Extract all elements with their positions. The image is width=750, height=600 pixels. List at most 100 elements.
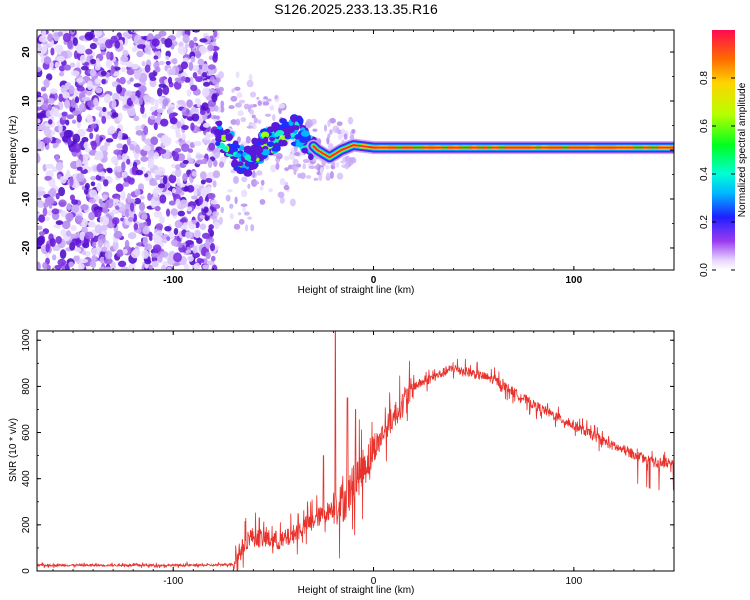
transition-core-blob bbox=[272, 124, 281, 130]
transition-blob bbox=[347, 116, 354, 125]
transition-blob bbox=[312, 157, 317, 162]
transition-core-blob bbox=[225, 133, 233, 142]
transition-blob bbox=[238, 99, 246, 104]
noise-blob bbox=[199, 38, 208, 43]
noise-blob bbox=[185, 249, 192, 254]
y-tick-label: 600 bbox=[21, 424, 32, 441]
noise-blob bbox=[159, 194, 167, 204]
transition-blob bbox=[292, 158, 299, 165]
noise-blob bbox=[199, 109, 206, 115]
transition-blob bbox=[349, 134, 355, 140]
noise-blob bbox=[194, 230, 201, 238]
noise-blob bbox=[172, 151, 180, 162]
noise-blob bbox=[119, 55, 129, 62]
noise-blob bbox=[120, 217, 125, 222]
noise-blob bbox=[103, 257, 113, 265]
noise-blob bbox=[57, 31, 64, 37]
noise-blob bbox=[159, 216, 165, 224]
noise-blob bbox=[187, 255, 194, 262]
noise-blob bbox=[37, 140, 43, 149]
noise-blob bbox=[114, 40, 121, 49]
noise-blob bbox=[86, 116, 94, 124]
noise-blob bbox=[191, 171, 197, 177]
transition-blob bbox=[340, 160, 346, 164]
transition-core-blob bbox=[224, 128, 231, 134]
noise-blob bbox=[118, 112, 123, 122]
noise-blob bbox=[198, 195, 204, 205]
noise-blob bbox=[58, 71, 65, 77]
noise-blob bbox=[104, 266, 112, 270]
noise-blob bbox=[200, 258, 205, 263]
transition-core-blob bbox=[266, 141, 275, 147]
transition-blob bbox=[272, 114, 276, 121]
noise-blob bbox=[142, 113, 148, 119]
noise-blob bbox=[197, 58, 205, 66]
noise-blob bbox=[138, 96, 143, 106]
transition-blob bbox=[251, 179, 258, 187]
noise-blob bbox=[37, 235, 45, 246]
noise-blob bbox=[149, 76, 157, 82]
transition-blob bbox=[266, 98, 272, 102]
noise-blob bbox=[156, 108, 164, 114]
noise-blob bbox=[181, 124, 189, 131]
noise-blob bbox=[83, 141, 89, 149]
transition-core-blob bbox=[300, 130, 310, 137]
noise-blob bbox=[166, 191, 173, 196]
transition-blob bbox=[336, 172, 344, 180]
transition-blob bbox=[236, 92, 243, 99]
noise-blob bbox=[194, 262, 201, 270]
noise-blob bbox=[57, 258, 67, 267]
noise-blob bbox=[144, 173, 149, 178]
noise-blob bbox=[42, 262, 48, 270]
noise-blob bbox=[126, 192, 131, 203]
noise-blob bbox=[79, 104, 84, 112]
noise-blob bbox=[182, 34, 190, 44]
transition-blob bbox=[305, 175, 312, 179]
transition-blob bbox=[308, 165, 316, 169]
noise-blob bbox=[126, 68, 135, 76]
noise-blob bbox=[73, 142, 81, 153]
noise-blob bbox=[110, 65, 115, 75]
transition-blob bbox=[330, 165, 336, 170]
noise-blob bbox=[116, 143, 123, 149]
noise-blob bbox=[60, 229, 67, 237]
noise-blob bbox=[58, 124, 63, 133]
transition-blob bbox=[213, 152, 221, 159]
noise-blob bbox=[69, 30, 76, 35]
noise-blob bbox=[154, 66, 161, 73]
noise-blob bbox=[130, 250, 140, 259]
noise-blob bbox=[65, 212, 74, 222]
transition-blob bbox=[303, 159, 310, 164]
noise-blob bbox=[212, 53, 218, 63]
noise-blob bbox=[95, 106, 103, 111]
transition-blob bbox=[313, 177, 319, 181]
noise-blob bbox=[55, 192, 60, 200]
noise-blob bbox=[161, 264, 167, 270]
transition-blob bbox=[274, 95, 278, 100]
noise-blob bbox=[49, 88, 58, 94]
noise-blob bbox=[115, 205, 120, 210]
noise-blob bbox=[104, 141, 111, 147]
transition-core-blob bbox=[285, 130, 291, 138]
noise-blob bbox=[176, 30, 182, 36]
noise-blob bbox=[191, 113, 200, 122]
noise-blob bbox=[122, 143, 128, 154]
noise-blob bbox=[103, 216, 110, 226]
noise-blob bbox=[111, 209, 118, 215]
noise-blob bbox=[135, 169, 144, 176]
noise-blob bbox=[51, 208, 60, 215]
noise-blob bbox=[37, 261, 41, 270]
noise-blob bbox=[58, 65, 66, 72]
transition-blob bbox=[225, 194, 231, 202]
noise-blob bbox=[160, 251, 169, 258]
transition-blob bbox=[251, 114, 256, 119]
noise-blob bbox=[199, 223, 207, 231]
noise-blob bbox=[150, 115, 156, 120]
noise-blob bbox=[130, 94, 136, 103]
y-tick-label: 200 bbox=[21, 516, 32, 533]
noise-blob bbox=[101, 79, 106, 85]
noise-blob bbox=[69, 62, 76, 68]
transition-blob bbox=[220, 206, 224, 214]
noise-blob bbox=[122, 49, 129, 57]
noise-blob bbox=[211, 93, 218, 103]
